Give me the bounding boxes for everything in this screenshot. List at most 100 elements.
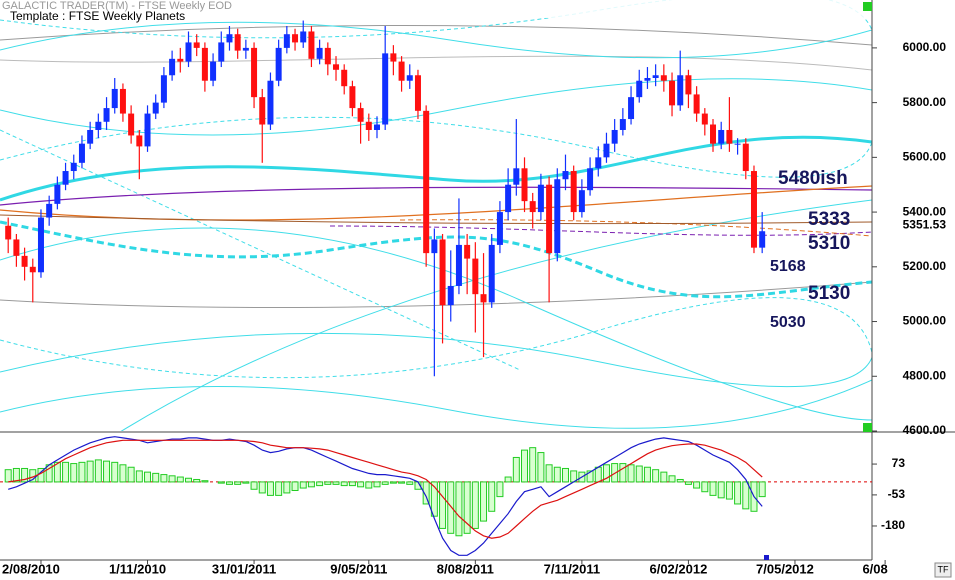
candle-body xyxy=(87,129,94,144)
candle-body xyxy=(619,119,626,130)
histogram-bar xyxy=(504,476,512,483)
x-tick-label: 6/08 xyxy=(862,561,887,576)
histogram-bar xyxy=(602,464,610,483)
candle-body xyxy=(308,31,315,59)
histogram-bar xyxy=(463,481,471,534)
chart-title: Template : FTSE Weekly Planets xyxy=(10,9,185,23)
histogram-bar xyxy=(160,474,168,483)
histogram-bar xyxy=(176,476,184,483)
candle-body xyxy=(628,97,635,120)
histogram-bar xyxy=(152,472,160,483)
histogram-bar xyxy=(201,480,209,483)
candle-body xyxy=(341,69,348,87)
histogram-bar xyxy=(725,481,733,500)
histogram-bar xyxy=(242,481,250,484)
candle-body xyxy=(398,61,405,81)
y-tick-label: 6000.00 xyxy=(903,40,947,54)
candle-body xyxy=(546,184,553,254)
histogram-bar xyxy=(86,460,94,483)
planet-line xyxy=(0,129,521,371)
candle-body xyxy=(431,239,438,254)
planet-line xyxy=(329,225,872,236)
histogram-bar xyxy=(103,460,111,483)
histogram-bar xyxy=(332,481,340,485)
histogram-bar xyxy=(234,481,242,485)
histogram-bar xyxy=(734,481,742,505)
candle-body xyxy=(496,212,503,245)
candle-body xyxy=(234,34,241,51)
histogram-bar xyxy=(471,481,479,529)
histogram-bar xyxy=(111,461,119,483)
candle-body xyxy=(693,94,700,114)
histogram-bar xyxy=(529,447,537,483)
histogram-bar xyxy=(78,461,86,483)
candle-body xyxy=(259,97,266,125)
histogram-bar xyxy=(12,467,20,483)
panel-button[interactable] xyxy=(863,423,872,432)
histogram-bar xyxy=(619,463,627,483)
planet-line xyxy=(0,330,872,388)
candles xyxy=(5,20,766,377)
histogram-bar xyxy=(389,481,397,484)
tf-button[interactable] xyxy=(934,562,952,578)
histogram-bar xyxy=(217,481,225,484)
header-bg xyxy=(0,0,872,18)
panel-button[interactable] xyxy=(863,2,872,11)
y-tick-label: 5200.00 xyxy=(903,259,947,273)
histogram-bar xyxy=(521,449,529,483)
candle-body xyxy=(603,143,610,158)
histogram-bar xyxy=(684,481,692,485)
histogram-bar xyxy=(373,481,381,488)
candle-body xyxy=(136,135,143,147)
planet-line xyxy=(0,135,872,202)
histogram-bar xyxy=(70,463,78,483)
candle-body xyxy=(267,80,274,125)
candle-body xyxy=(447,285,454,306)
histogram-bar xyxy=(406,481,414,485)
scroll-marker xyxy=(764,555,769,560)
planet-line xyxy=(0,186,872,206)
histogram-bar xyxy=(291,481,299,491)
y-tick-label: 5600.00 xyxy=(903,150,947,164)
candle-body xyxy=(578,190,585,213)
planet-line xyxy=(0,297,872,400)
histogram-bar xyxy=(21,467,29,483)
candle-body xyxy=(37,217,44,273)
candle-body xyxy=(759,231,766,248)
candle-body xyxy=(390,53,397,62)
candle-body xyxy=(537,184,544,213)
annotation: 5168 xyxy=(770,258,806,275)
candle-body xyxy=(742,143,749,172)
histogram-bar xyxy=(488,481,496,512)
x-tick-label: 1/11/2010 xyxy=(109,561,166,576)
candle-body xyxy=(611,129,618,144)
x-tick-label: 31/01/2011 xyxy=(212,561,276,576)
histogram-bar xyxy=(422,481,430,505)
planet-line xyxy=(0,24,872,46)
candle-body xyxy=(46,203,53,218)
histogram-bar xyxy=(144,471,152,483)
histogram-bar xyxy=(553,466,561,483)
candle-body xyxy=(226,34,233,43)
histogram-bar xyxy=(430,481,438,517)
histogram-bar xyxy=(717,481,725,499)
histogram-bar xyxy=(4,469,12,483)
annotation: 5480ish xyxy=(778,168,848,189)
candle-body xyxy=(570,171,577,213)
histogram-bar xyxy=(53,461,61,483)
candle-body xyxy=(144,113,151,147)
candle-body xyxy=(677,75,684,106)
candle-body xyxy=(718,129,725,144)
planet-line xyxy=(0,281,872,308)
candle-body xyxy=(210,61,217,81)
x-tick-label: 7/11/2011 xyxy=(544,561,600,576)
histogram-bar xyxy=(135,470,143,483)
histogram-bar xyxy=(340,481,348,487)
candle-body xyxy=(95,121,102,130)
candle-body xyxy=(488,244,495,303)
candle-body xyxy=(29,266,36,273)
histogram-bar xyxy=(758,481,766,498)
header: GALACTIC TRADER(TM) - FTSE Weekly EOD xyxy=(2,0,232,12)
x-tick-label: 8/08/2011 xyxy=(437,561,494,576)
